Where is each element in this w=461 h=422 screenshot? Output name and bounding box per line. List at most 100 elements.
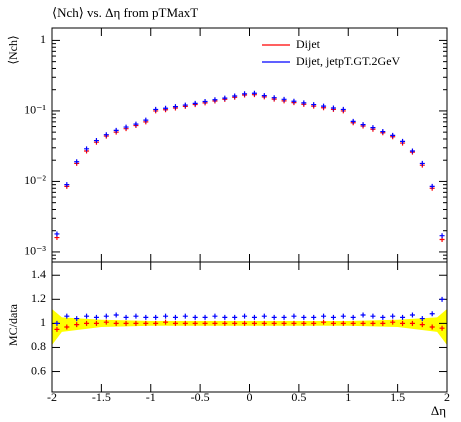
- marker: [340, 320, 346, 326]
- chart-title: ⟨Nch⟩ vs. Δη from pTMaxT: [52, 5, 198, 20]
- marker: [291, 320, 297, 326]
- marker: [74, 159, 80, 165]
- y-tick-label: 10⁻³: [24, 244, 46, 258]
- marker: [163, 313, 169, 319]
- marker: [202, 99, 208, 105]
- marker: [133, 320, 139, 326]
- marker: [291, 313, 297, 319]
- marker: [84, 320, 90, 326]
- marker: [113, 320, 119, 326]
- marker: [301, 100, 307, 106]
- marker: [153, 320, 159, 326]
- marker: [400, 138, 406, 144]
- marker: [311, 314, 317, 320]
- marker: [439, 325, 445, 331]
- marker: [350, 320, 356, 326]
- marker: [409, 312, 415, 318]
- marker: [242, 91, 248, 97]
- marker: [409, 320, 415, 326]
- marker: [429, 183, 435, 189]
- marker: [281, 314, 287, 320]
- marker: [271, 314, 277, 320]
- marker: [93, 314, 99, 320]
- marker: [400, 314, 406, 320]
- y-tick-label: 1: [40, 315, 46, 329]
- marker: [439, 233, 445, 239]
- marker: [360, 320, 366, 326]
- marker: [281, 96, 287, 102]
- marker: [93, 320, 99, 326]
- marker: [429, 324, 435, 330]
- marker: [123, 124, 129, 130]
- marker: [54, 326, 60, 332]
- x-tick-label: 1.5: [390, 390, 405, 404]
- marker: [232, 314, 238, 320]
- marker: [192, 320, 198, 326]
- y-tick-label: 0.8: [31, 339, 46, 353]
- plot-frame: [51, 261, 448, 393]
- y-axis-label: ⟨Nch⟩: [6, 35, 20, 64]
- marker: [321, 103, 327, 109]
- marker: [163, 319, 169, 325]
- marker: [390, 313, 396, 319]
- marker: [380, 129, 386, 135]
- marker: [232, 93, 238, 99]
- y-tick-label: 0.6: [31, 363, 46, 377]
- marker: [212, 320, 218, 326]
- marker: [202, 314, 208, 320]
- marker: [311, 320, 317, 326]
- marker: [222, 314, 228, 320]
- marker: [64, 313, 70, 319]
- x-tick-label: -1.5: [92, 390, 111, 404]
- uncertainty-band: [52, 308, 447, 346]
- marker: [192, 314, 198, 320]
- marker: [123, 320, 129, 326]
- y-tick-label: 1.4: [31, 267, 46, 281]
- marker: [301, 314, 307, 320]
- marker: [133, 313, 139, 319]
- x-tick-label: 2: [444, 390, 450, 404]
- marker: [143, 320, 149, 326]
- marker: [64, 182, 70, 188]
- marker: [242, 320, 248, 326]
- x-tick-label: 1: [345, 390, 351, 404]
- marker: [172, 314, 178, 320]
- x-axis-label: Δη: [431, 403, 446, 418]
- marker: [301, 320, 307, 326]
- marker: [251, 90, 257, 96]
- marker: [370, 320, 376, 326]
- marker: [360, 122, 366, 128]
- marker: [321, 313, 327, 319]
- marker: [222, 320, 228, 326]
- marker: [182, 102, 188, 108]
- marker: [251, 320, 257, 326]
- marker: [439, 296, 445, 302]
- marker: [370, 313, 376, 319]
- y-tick-label: 10⁻²: [24, 173, 46, 187]
- marker: [350, 314, 356, 320]
- legend-label: Dijet: [296, 37, 321, 51]
- y-tick-label: 1: [40, 32, 46, 46]
- marker: [271, 320, 277, 326]
- marker: [330, 314, 336, 320]
- marker: [400, 320, 406, 326]
- marker: [64, 324, 70, 330]
- marker: [311, 102, 317, 108]
- marker: [74, 322, 80, 328]
- marker: [84, 313, 90, 319]
- marker: [429, 311, 435, 317]
- x-tick-label: -1: [146, 390, 156, 404]
- x-tick-label: -2: [47, 390, 57, 404]
- marker: [182, 320, 188, 326]
- marker: [192, 100, 198, 106]
- marker: [212, 313, 218, 319]
- marker: [143, 314, 149, 320]
- marker: [172, 104, 178, 110]
- marker: [330, 320, 336, 326]
- y-tick-label: 10⁻¹: [24, 103, 46, 117]
- marker: [103, 313, 109, 319]
- marker: [271, 95, 277, 101]
- marker: [172, 320, 178, 326]
- marker: [380, 320, 386, 326]
